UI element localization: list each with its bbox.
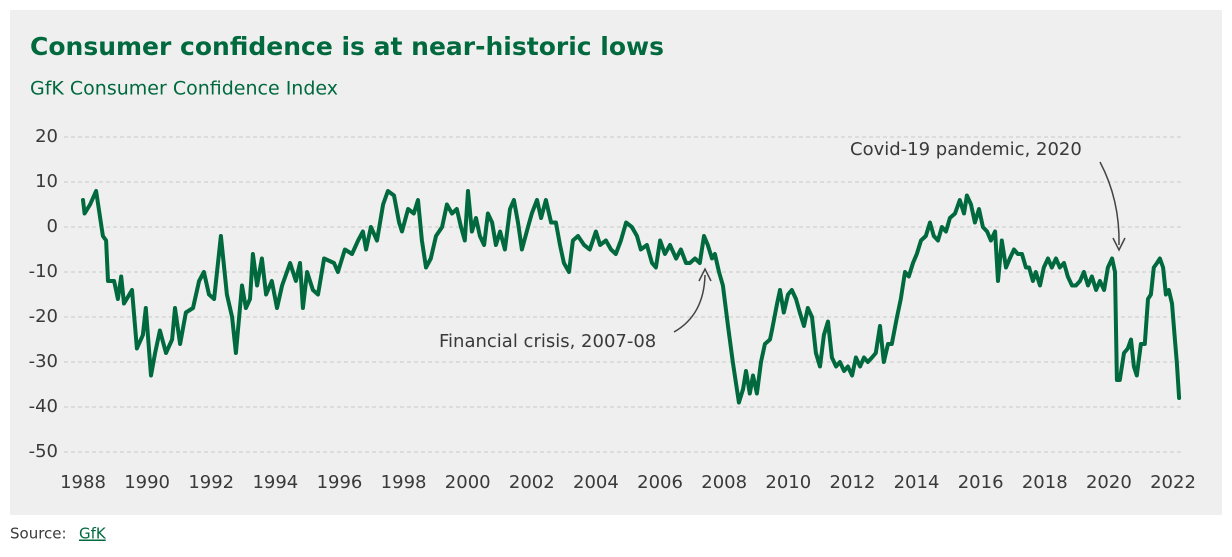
x-tick-label: 2018 xyxy=(1022,472,1068,493)
annotation-arrowhead xyxy=(698,267,712,282)
source-link[interactable]: GfK xyxy=(79,525,107,543)
y-tick-label: 10 xyxy=(35,171,58,192)
annotation-arrow xyxy=(673,274,706,333)
source-label: Source: xyxy=(10,525,67,543)
x-tick-label: 1992 xyxy=(188,472,234,493)
x-tick-label: 2002 xyxy=(509,472,555,493)
y-tick-label: -20 xyxy=(29,306,58,327)
annotation: Covid-19 pandemic, 2020 xyxy=(850,139,1082,160)
chart-background xyxy=(10,10,1222,515)
chart-title: Consumer confidence is at near-historic … xyxy=(30,32,664,61)
plot xyxy=(81,189,1182,405)
x-tick-label: 2000 xyxy=(445,472,491,493)
y-tick-label: -50 xyxy=(29,441,58,462)
x-tick-label: 2020 xyxy=(1086,472,1132,493)
x-tick-label: 1996 xyxy=(317,472,363,493)
y-tick-label: 0 xyxy=(47,216,58,237)
x-tick-label: 2004 xyxy=(573,472,619,493)
x-tick-label: 1994 xyxy=(252,472,298,493)
y-tick-label: -10 xyxy=(29,261,58,282)
x-tick-label: 2008 xyxy=(701,472,747,493)
x-tick-label: 1998 xyxy=(381,472,427,493)
annotation: Financial crisis, 2007-08 xyxy=(439,331,656,352)
x-tick-label: 2012 xyxy=(830,472,876,493)
x-tick-label: 2022 xyxy=(1150,472,1196,493)
data-line xyxy=(81,189,1182,405)
y-tick-label: -40 xyxy=(29,396,58,417)
x-tick-label: 1988 xyxy=(60,472,106,493)
x-tick-label: 2006 xyxy=(637,472,683,493)
x-tick-label: 1990 xyxy=(124,472,170,493)
x-tick-label: 2010 xyxy=(765,472,811,493)
x-tick-label: 2016 xyxy=(958,472,1004,493)
x-tick-label: 2014 xyxy=(894,472,940,493)
annotation-arrowhead xyxy=(1112,237,1126,252)
y-tick-label: -30 xyxy=(29,351,58,372)
chart-subtitle: GfK Consumer Confidence Index xyxy=(30,78,338,100)
y-tick-label: 20 xyxy=(35,126,58,147)
annotation-arrow xyxy=(1099,161,1120,246)
